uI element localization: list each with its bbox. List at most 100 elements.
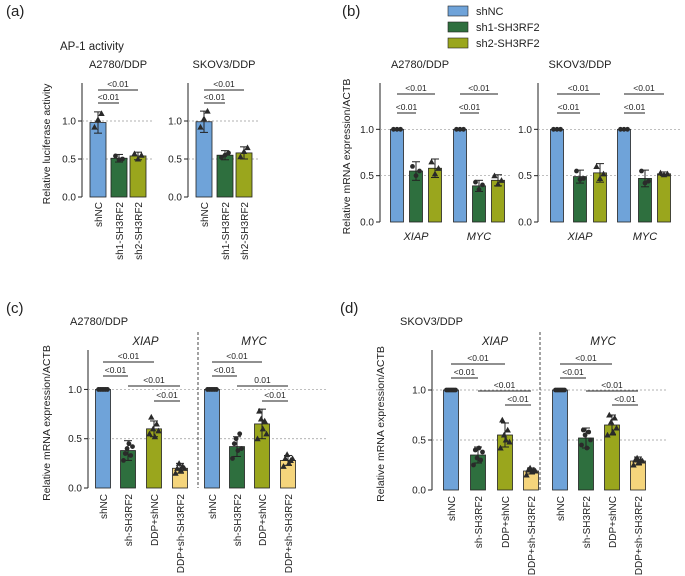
panel-d-y-tick-label: 0.5 xyxy=(412,436,426,447)
panel-a-y-axis-label: Relative luciferase activity xyxy=(41,83,53,205)
panel-d-myc-data-point xyxy=(579,442,584,448)
panel-d-myc-data-point xyxy=(586,429,592,435)
panel-c-xiap-data-point xyxy=(175,460,183,466)
panel-a-a2780-p-value: <0.01 xyxy=(98,92,120,102)
panel-a-skov3-data-point xyxy=(200,115,208,122)
panel-a-skov3-x-label: shNC xyxy=(200,202,211,227)
panel-b-a2780-subtitle: A2780/DDP xyxy=(391,59,449,71)
panel-b-skov3-xiap-data-point xyxy=(554,126,560,132)
panel-c-xiap-p-value: <0.01 xyxy=(156,390,178,400)
panel-c-myc-bar xyxy=(204,389,220,489)
panel-a-skov3-x-label: sh2-SH3RF2 xyxy=(240,202,251,260)
plots: Relative luciferase activity A2780/DDP 0.0… xyxy=(41,59,680,575)
panel-d-myc-p-value: <0.01 xyxy=(614,394,636,404)
panel-a-a2780-bar xyxy=(89,122,107,198)
panel-b-a2780-xiap-data-point xyxy=(410,164,415,169)
panel-a-a2780-data-point xyxy=(94,116,102,123)
panel-c-myc-data-point xyxy=(280,463,287,469)
panel-b-a2780-xiap-data-point xyxy=(398,126,403,132)
panel-d-myc-data-point xyxy=(562,387,567,393)
panel-c-myc-data-point xyxy=(230,456,235,461)
panel-d-xiap-gene-title: XIAP xyxy=(481,336,509,348)
panel-a-a2780-data-point xyxy=(98,110,105,116)
panel-b-a2780-myc-data-point xyxy=(491,172,498,179)
panel-c-xiap-data-point xyxy=(177,467,185,473)
panel-b-a2780-xiap-data-point xyxy=(435,165,442,171)
panel-c-myc-data-point xyxy=(231,441,237,447)
panel-c-xiap-data-point xyxy=(122,451,128,456)
panel-d-y-tick-label: 1.0 xyxy=(412,386,426,397)
panel-b-a2780-myc-gene-label: MYC xyxy=(467,231,492,243)
panel-d-xiap-p-value: <0.01 xyxy=(494,380,516,390)
panel-b-skov3-xiap-gene-label: XIAP xyxy=(566,231,593,243)
panel-c-xiap-data-point xyxy=(172,470,179,476)
panel-d-myc-p-value: <0.01 xyxy=(562,367,584,377)
panel-c-xiap-data-point xyxy=(151,433,159,440)
panel-b-skov3-myc-data-point xyxy=(625,126,630,132)
panel-d-xiap-data-point xyxy=(471,462,476,468)
panel-b-y-axis-label: Relative mRNA expression/ACTB xyxy=(341,79,353,235)
panel-b-skov3-myc-bar xyxy=(657,173,671,223)
panel-a-skov3-p-value: <0.01 xyxy=(213,79,235,89)
panel-b-skov3-myc-data-point xyxy=(664,170,671,177)
panel-c-myc-x-label: DDP+sh-SH3RF2 xyxy=(284,494,295,574)
panel-b-skov3-myc-bar xyxy=(617,128,631,223)
panel-b-skov3-y-tick-label: 1.0 xyxy=(518,125,532,136)
panel-c-xiap-x-label: shNC xyxy=(99,494,110,519)
panel-a-a2780-data-point xyxy=(138,152,145,158)
panel-a-a2780-bar xyxy=(110,157,128,198)
panel-b-skov3-myc-gene-label: MYC xyxy=(633,231,658,243)
panel-a-a2780-y-tick-label: 0.0 xyxy=(62,193,76,204)
panel-b-skov3-xiap-data-point xyxy=(596,175,604,182)
panel-b-skov3-myc-data-point xyxy=(618,126,623,132)
panel-b-a2780-myc-data-point xyxy=(476,187,482,192)
panel-c-myc-data-point xyxy=(214,387,219,392)
panel-b-skov3-y-tick-label: 0.0 xyxy=(518,218,532,229)
panel-c-xiap-p-value: <0.01 xyxy=(105,365,127,375)
panel-d-xiap-data-point xyxy=(526,464,534,471)
panel-d-myc-data-point xyxy=(611,414,618,421)
panel-d-xiap-p-value: <0.01 xyxy=(454,367,476,377)
panel-b-skov3-myc-data-point xyxy=(646,178,651,184)
panel-a-skov3-data-point xyxy=(226,150,231,156)
panel-a-skov3-y-tick-label: 1.0 xyxy=(168,117,182,128)
panel-b-a2780-myc-data-point xyxy=(473,179,478,185)
panel-d-myc-data-point xyxy=(639,457,646,464)
panel-d-myc-x-label: shNC xyxy=(556,496,567,521)
panel-d-myc-data-point xyxy=(588,437,593,443)
panel-c-xiap-data-point xyxy=(174,465,181,471)
panel-b-skov3-myc-p-value: <0.01 xyxy=(624,102,646,112)
panel-b-skov3-subtitle: SKOV3/DDP xyxy=(549,59,612,71)
panel-d-xiap-data-point xyxy=(478,457,484,463)
panel-d-y-tick-label: 0.0 xyxy=(412,486,426,497)
panel-c-myc-data-point xyxy=(259,425,267,432)
panel-a-skov3-bar xyxy=(195,121,213,198)
panel-b-skov3-xiap-data-point xyxy=(600,170,607,177)
panel-a-a2780-data-point xyxy=(91,123,98,130)
panel-c-myc-data-point xyxy=(285,460,293,466)
panel-c-myc-gene-title: MYC xyxy=(241,336,267,348)
panel-b-a2780-myc-data-point xyxy=(480,182,485,188)
panel-c-xiap-p-value: <0.01 xyxy=(118,351,140,361)
panel-a-skov3-y-tick-label: 0.5 xyxy=(168,155,182,166)
panel-c-xiap-data-point xyxy=(130,444,135,449)
panel-b-skov3-xiap-p-value: <0.01 xyxy=(568,83,590,93)
panel-c-subtitle: A2780/DDP xyxy=(70,316,128,328)
panel-c-y-axis-label: Relative mRNA expression/ACTB xyxy=(41,345,53,501)
panel-c-myc-data-point xyxy=(235,448,241,453)
panel-d-xiap-data-point xyxy=(497,444,504,451)
panel-d-xiap-data-point xyxy=(453,387,458,393)
panel-c-xiap-data-point xyxy=(148,413,155,420)
panel-a-a2780-x-label: shNC xyxy=(94,202,105,227)
panel-d-myc-data-point xyxy=(630,461,637,468)
panel-c-xiap-data-point xyxy=(124,446,130,451)
panel-d-xiap-x-label: shNC xyxy=(447,496,458,521)
panel-d-myc-data-point xyxy=(584,445,590,451)
legend-swatch-shNC xyxy=(447,5,469,17)
panel-c-xiap-data-point xyxy=(146,430,153,437)
panel-d-myc-bar xyxy=(552,389,568,491)
legend: shNC sh1-SH3RF2 sh2-SH3RF2 xyxy=(447,5,540,50)
panel-d-subtitle: SKOV3/DDP xyxy=(400,316,463,328)
panel-c-xiap-gene-title: XIAP xyxy=(131,336,159,348)
